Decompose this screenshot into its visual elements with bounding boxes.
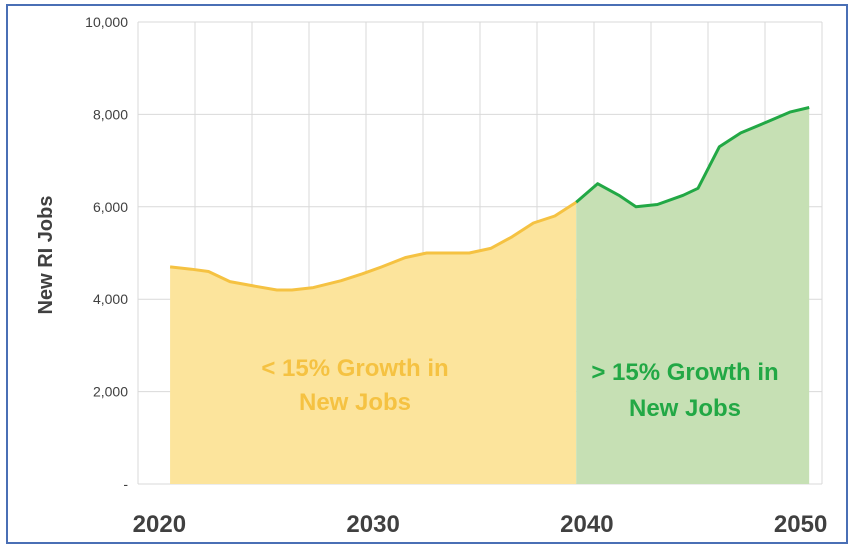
- x-tick-label: 2040: [560, 511, 613, 538]
- line-series-1: [169, 200, 578, 292]
- y-axis-label: New RI Jobs: [35, 196, 57, 315]
- annotation-line-2: New Jobs: [629, 395, 741, 422]
- series-lines: [169, 106, 810, 292]
- y-tick-label: 10,000: [85, 14, 128, 30]
- annotation-line-2: New Jobs: [299, 389, 411, 416]
- y-tick-label: -: [123, 476, 128, 492]
- x-tick-label: 2050: [774, 511, 827, 538]
- annotations: < 15% Growth in New Jobs > 15% Growth in Ne…: [261, 355, 778, 422]
- annotation-line-1: > 15% Growth in: [591, 359, 778, 386]
- axis-ticks: - 2,000 4,000 6,000 8,000 10,000 2020 2030 2040 2…: [85, 14, 827, 538]
- areas: [170, 107, 810, 484]
- x-tick-label: 2030: [346, 511, 399, 538]
- y-tick-label: 4,000: [93, 291, 128, 307]
- line-series-2: [575, 106, 810, 209]
- y-tick-label: 2,000: [93, 384, 128, 400]
- y-tick-label: 6,000: [93, 199, 128, 215]
- y-tick-label: 8,000: [93, 106, 128, 122]
- area-series-2: [576, 107, 810, 484]
- x-tick-label: 2020: [133, 511, 186, 538]
- annotation-line-1: < 15% Growth in: [261, 355, 448, 382]
- area-series-1: [170, 202, 577, 484]
